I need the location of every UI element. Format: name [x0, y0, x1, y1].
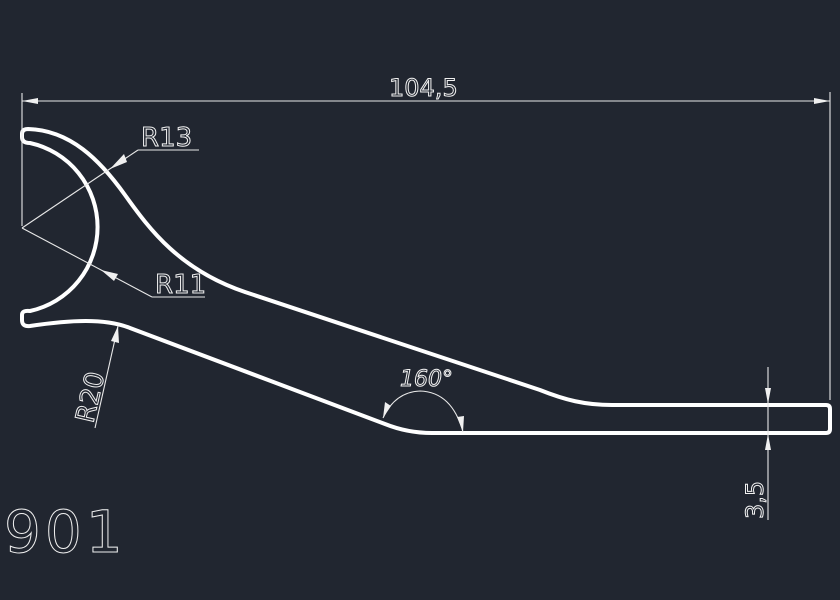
dimension-inner-radius: R11 — [21, 227, 207, 301]
arrow-icon — [110, 154, 127, 169]
dimension-bend-radius: R20 — [70, 325, 119, 429]
arrow-icon — [383, 402, 391, 418]
dimension-angle: 160° — [382, 367, 464, 433]
arrow-icon — [814, 98, 830, 104]
dimension-overall-length: 104,5 — [21, 74, 831, 400]
thickness-label: 3,5 — [741, 481, 769, 519]
arrow-icon — [765, 434, 771, 450]
angle-label: 160° — [400, 367, 453, 392]
bend-radius-label: R20 — [71, 369, 112, 426]
spanner-outline — [20, 127, 832, 435]
inner-radius-label: R11 — [155, 270, 206, 300]
overall-length-label: 104,5 — [389, 74, 458, 102]
arrow-icon — [101, 270, 118, 281]
outer-radius-label: R13 — [141, 123, 192, 153]
dimension-outer-radius: R13 — [21, 123, 199, 229]
arrow-icon — [111, 326, 119, 343]
dimension-thickness: 3,5 — [741, 367, 771, 520]
arrow-icon — [457, 416, 464, 432]
part-number: 901 — [4, 498, 127, 566]
arrow-icon — [765, 388, 771, 404]
arrow-icon — [22, 98, 38, 104]
